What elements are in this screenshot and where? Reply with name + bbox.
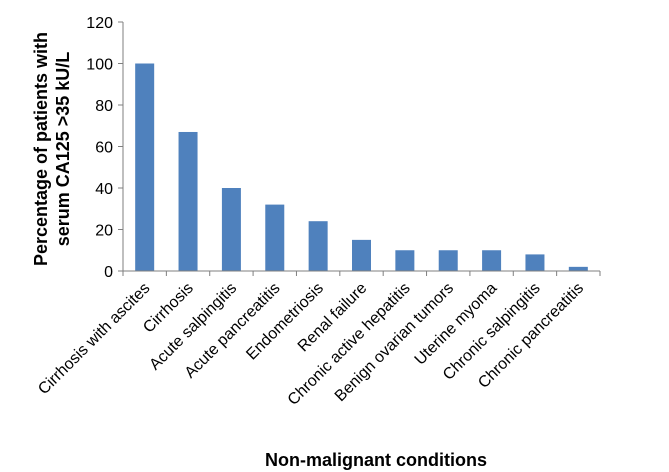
y-tick-label: 20	[95, 223, 113, 240]
bar	[265, 204, 285, 271]
x-tick-label: Cirrhosis with ascites	[35, 280, 153, 398]
bar	[482, 250, 502, 271]
y-axis-title-line-1: Percentage of patients with	[31, 32, 51, 266]
bar	[438, 250, 458, 271]
y-tick-label: 80	[95, 98, 113, 115]
x-tick-label: Endometriosis	[243, 280, 327, 364]
y-tick-label: 0	[104, 264, 113, 281]
bar	[135, 63, 155, 271]
bar	[308, 221, 328, 271]
y-tick-label: 100	[86, 57, 113, 74]
bar	[221, 188, 241, 271]
y-tick-label: 40	[95, 181, 113, 198]
bar	[178, 131, 198, 271]
y-axis-title: Percentage of patients with serum CA125 …	[31, 32, 73, 266]
bar	[568, 266, 588, 271]
bars	[135, 63, 588, 271]
y-axis-title-line-2: serum CA125 >35 kU/L	[53, 52, 73, 247]
bar	[395, 250, 415, 271]
y-axis-ticks: 0 20 40 60 80 100 120	[86, 15, 123, 281]
bar	[352, 239, 371, 271]
y-tick-label: 120	[86, 15, 113, 32]
y-tick-label: 60	[95, 140, 113, 157]
x-axis-ticks	[122, 271, 601, 276]
x-axis-title: Non-malignant conditions	[265, 450, 487, 470]
bar	[525, 254, 545, 271]
